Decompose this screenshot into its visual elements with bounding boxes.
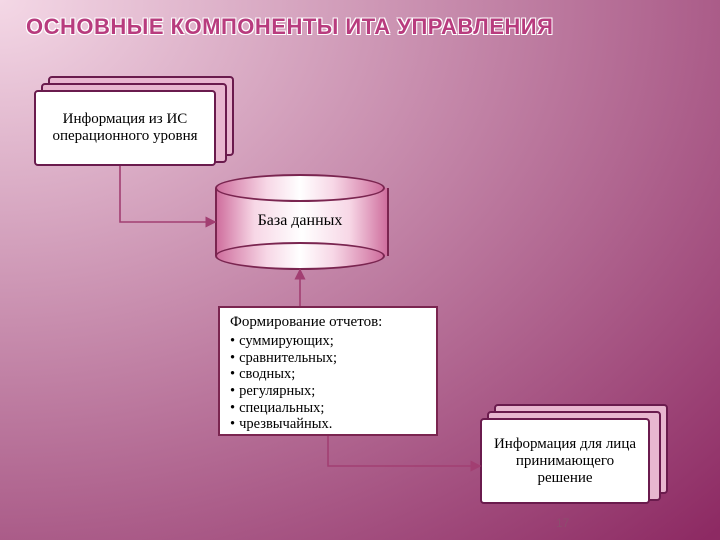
report-list: суммирующих;сравнительных;сводных;регуля… [230,333,426,433]
page-title: ОСНОВНЫЕ КОМПОНЕНТЫ ИТА УПРАВЛЕНИЯ [26,14,553,40]
page-number: 17 [556,516,569,530]
report-item: сводных; [230,366,426,383]
database-cylinder: База данных [215,174,385,270]
report-item: сравнительных; [230,350,426,367]
report-header: Формирование отчетов: [230,314,426,331]
input-box-label: Информация из ИС операционного уровня [44,111,206,145]
db-top-ellipse [215,174,385,202]
output-box-front: Информация для лица принимающего решение [480,418,650,504]
title-text: ОСНОВНЫЕ КОМПОНЕНТЫ ИТА УПРАВЛЕНИЯ [26,14,553,39]
report-item: суммирующих; [230,333,426,350]
output-box-label: Информация для лица принимающего решение [490,436,640,487]
report-item: специальных; [230,400,426,417]
input-box: Информация из ИС операционного уровня [34,90,216,166]
input-box-front: Информация из ИС операционного уровня [34,90,216,166]
db-label: База данных [215,212,385,230]
report-item: регулярных; [230,383,426,400]
output-box: Информация для лица принимающего решение [480,418,650,504]
report-item: чрезвычайных. [230,416,426,433]
db-bottom-ellipse [215,242,385,270]
report-box: Формирование отчетов: суммирующих;сравни… [218,306,438,436]
